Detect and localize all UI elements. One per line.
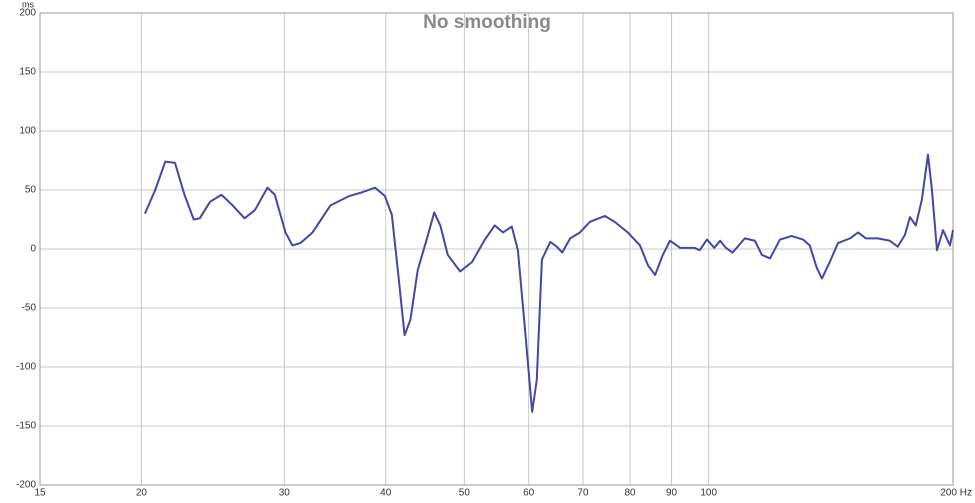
x-tick-label: 70 — [577, 488, 589, 499]
x-tick-label: 90 — [666, 488, 678, 499]
y-tick-label: -200 — [16, 480, 36, 491]
chart-title: No smoothing — [423, 12, 551, 33]
y-tick-label: -50 — [22, 303, 37, 314]
x-tick-label: 50 — [459, 488, 471, 499]
plot-frame — [39, 12, 954, 486]
x-tick-label: 80 — [624, 488, 636, 499]
y-tick-label: 0 — [30, 244, 36, 255]
y-tick-label: 50 — [25, 185, 37, 196]
y-tick-label: 100 — [19, 126, 36, 137]
y-tick-label: 150 — [19, 67, 36, 78]
x-tick-label: 40 — [380, 488, 392, 499]
y-tick-label: -100 — [16, 362, 36, 373]
data-line — [143, 153, 954, 413]
x-tick-label: 20 — [136, 488, 148, 499]
x-tick-label: 100 — [700, 488, 717, 499]
y-tick-label: 200 — [19, 8, 36, 19]
x-tick-label: 60 — [523, 488, 535, 499]
x-tick-label: 200 Hz — [940, 488, 972, 499]
x-tick-label: 15 — [34, 488, 46, 499]
x-tick-label: 30 — [279, 488, 291, 499]
y-unit: ms — [22, 0, 34, 9]
y-tick-label: -150 — [16, 421, 36, 432]
